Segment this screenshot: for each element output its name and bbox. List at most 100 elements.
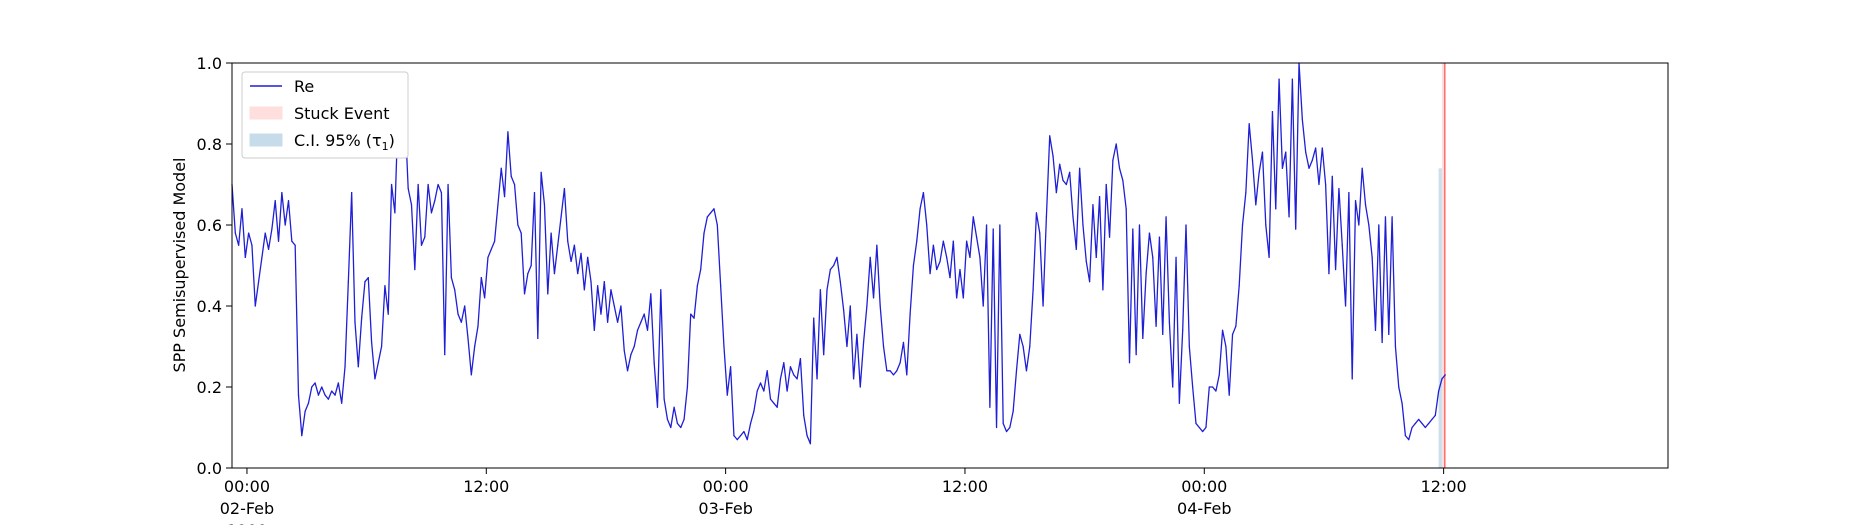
data-point bbox=[523, 293, 526, 295]
data-point bbox=[484, 297, 486, 299]
y-tick-label: 0.6 bbox=[197, 216, 222, 235]
data-point bbox=[503, 196, 506, 198]
data-point bbox=[238, 244, 240, 246]
data-point bbox=[337, 382, 339, 384]
data-point bbox=[1401, 402, 1403, 404]
data-point bbox=[1235, 325, 1237, 327]
data-point bbox=[1215, 390, 1217, 392]
data-point bbox=[573, 244, 575, 246]
data-point bbox=[793, 374, 795, 376]
data-point bbox=[547, 293, 549, 295]
data-point bbox=[520, 232, 522, 234]
data-point bbox=[839, 281, 841, 283]
data-point bbox=[690, 313, 692, 315]
data-point bbox=[1291, 78, 1293, 80]
data-point bbox=[756, 390, 758, 392]
data-point bbox=[1212, 386, 1214, 388]
data-point bbox=[866, 305, 868, 307]
data-point bbox=[1414, 422, 1416, 425]
data-point bbox=[334, 394, 336, 396]
data-point bbox=[1055, 192, 1057, 194]
data-point bbox=[244, 256, 246, 258]
data-point bbox=[1318, 183, 1320, 186]
y-tick-label: 0.2 bbox=[197, 378, 222, 397]
data-point bbox=[1045, 216, 1047, 218]
data-point bbox=[407, 187, 409, 190]
data-point bbox=[607, 321, 609, 323]
data-point bbox=[251, 244, 253, 246]
data-point bbox=[1334, 268, 1337, 271]
data-point bbox=[999, 224, 1001, 226]
data-point bbox=[643, 313, 645, 315]
legend-swatch-patch bbox=[249, 133, 283, 147]
data-point bbox=[600, 313, 602, 315]
data-point bbox=[1122, 179, 1124, 182]
data-point bbox=[390, 183, 393, 186]
data-point bbox=[1065, 183, 1067, 186]
data-point bbox=[1175, 256, 1177, 258]
data-point bbox=[1384, 216, 1387, 218]
data-point bbox=[1182, 329, 1184, 331]
data-point bbox=[1195, 422, 1197, 425]
data-point bbox=[723, 345, 725, 348]
data-point bbox=[1059, 163, 1061, 165]
data-point bbox=[936, 268, 938, 271]
data-point bbox=[686, 386, 689, 388]
data-point bbox=[1311, 159, 1313, 161]
data-point bbox=[1138, 224, 1141, 226]
legend-label: C.I. 95% (τ1) bbox=[294, 131, 395, 153]
data-point bbox=[803, 414, 805, 416]
data-point bbox=[374, 378, 376, 380]
data-point bbox=[580, 252, 582, 254]
data-point bbox=[872, 297, 875, 299]
data-point bbox=[304, 410, 306, 412]
data-point bbox=[291, 240, 293, 242]
data-point bbox=[906, 374, 908, 376]
data-point bbox=[457, 313, 459, 315]
data-point bbox=[696, 285, 698, 287]
data-point bbox=[1394, 345, 1397, 348]
data-point bbox=[1285, 151, 1287, 153]
data-point bbox=[1032, 289, 1034, 291]
data-point bbox=[361, 317, 363, 319]
data-point bbox=[766, 370, 768, 372]
data-point bbox=[540, 171, 542, 173]
legend: Re Stuck Event C.I. 95% (τ1) bbox=[241, 71, 409, 159]
data-point bbox=[916, 240, 918, 242]
data-point bbox=[480, 277, 482, 279]
data-point bbox=[736, 439, 738, 441]
data-point bbox=[1185, 224, 1187, 226]
data-point bbox=[1378, 224, 1380, 226]
data-point bbox=[281, 192, 283, 194]
data-point bbox=[593, 329, 595, 331]
data-point bbox=[1142, 337, 1144, 339]
data-point bbox=[1341, 244, 1343, 246]
data-point bbox=[560, 216, 562, 218]
data-point bbox=[494, 240, 496, 242]
data-point bbox=[1218, 374, 1220, 376]
data-point bbox=[317, 394, 320, 396]
data-point bbox=[836, 256, 838, 258]
data-point bbox=[321, 386, 323, 388]
x-tick-label: 12:00 bbox=[463, 477, 509, 496]
data-point bbox=[1354, 200, 1357, 202]
data-point bbox=[710, 212, 712, 214]
data-point bbox=[713, 208, 715, 210]
data-point bbox=[626, 370, 629, 372]
data-point bbox=[1095, 256, 1097, 258]
data-point bbox=[1005, 430, 1008, 433]
data-point bbox=[786, 390, 788, 392]
data-point bbox=[470, 374, 472, 376]
data-point bbox=[1428, 422, 1430, 425]
data-point bbox=[1155, 325, 1157, 327]
x-tick-label: 00:00 bbox=[224, 477, 270, 496]
y-axis-label: SPP Semisupervised Model bbox=[170, 158, 189, 373]
data-point bbox=[1418, 418, 1420, 420]
data-point bbox=[1118, 167, 1121, 169]
data-point bbox=[633, 345, 635, 348]
data-point bbox=[517, 224, 519, 226]
data-point bbox=[1128, 362, 1131, 364]
data-point bbox=[902, 341, 905, 344]
data-point bbox=[367, 277, 369, 279]
